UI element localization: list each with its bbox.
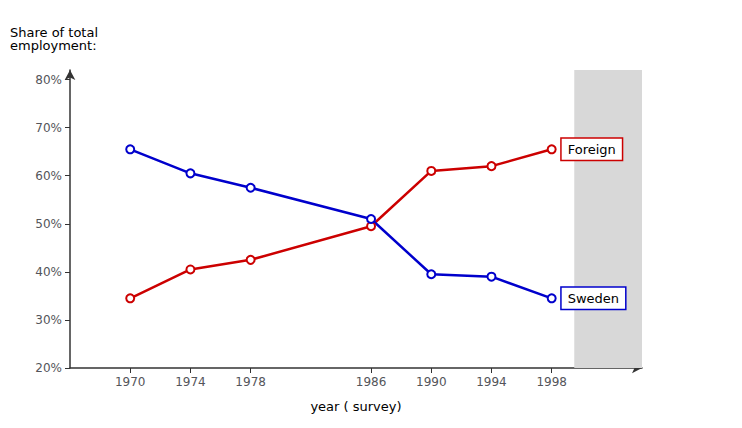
svg-text:70%: 70% (35, 121, 62, 135)
svg-text:1986: 1986 (356, 375, 387, 389)
svg-text:Foreign: Foreign (568, 142, 616, 157)
svg-text:40%: 40% (35, 265, 62, 279)
svg-text:1970: 1970 (115, 375, 146, 389)
svg-text:1990: 1990 (416, 375, 447, 389)
svg-text:1978: 1978 (235, 375, 266, 389)
svg-text:20%: 20% (35, 361, 62, 375)
svg-text:employment:: employment: (10, 38, 97, 53)
svg-text:80%: 80% (35, 73, 62, 87)
svg-text:30%: 30% (35, 313, 62, 327)
svg-text:year ( survey): year ( survey) (310, 399, 401, 414)
svg-text:50%: 50% (35, 217, 62, 231)
svg-text:1998: 1998 (536, 375, 567, 389)
svg-text:1994: 1994 (476, 375, 507, 389)
svg-text:Sweden: Sweden (568, 291, 619, 306)
svg-text:Share of total: Share of total (10, 25, 98, 40)
svg-text:60%: 60% (35, 169, 62, 183)
svg-text:1974: 1974 (175, 375, 206, 389)
